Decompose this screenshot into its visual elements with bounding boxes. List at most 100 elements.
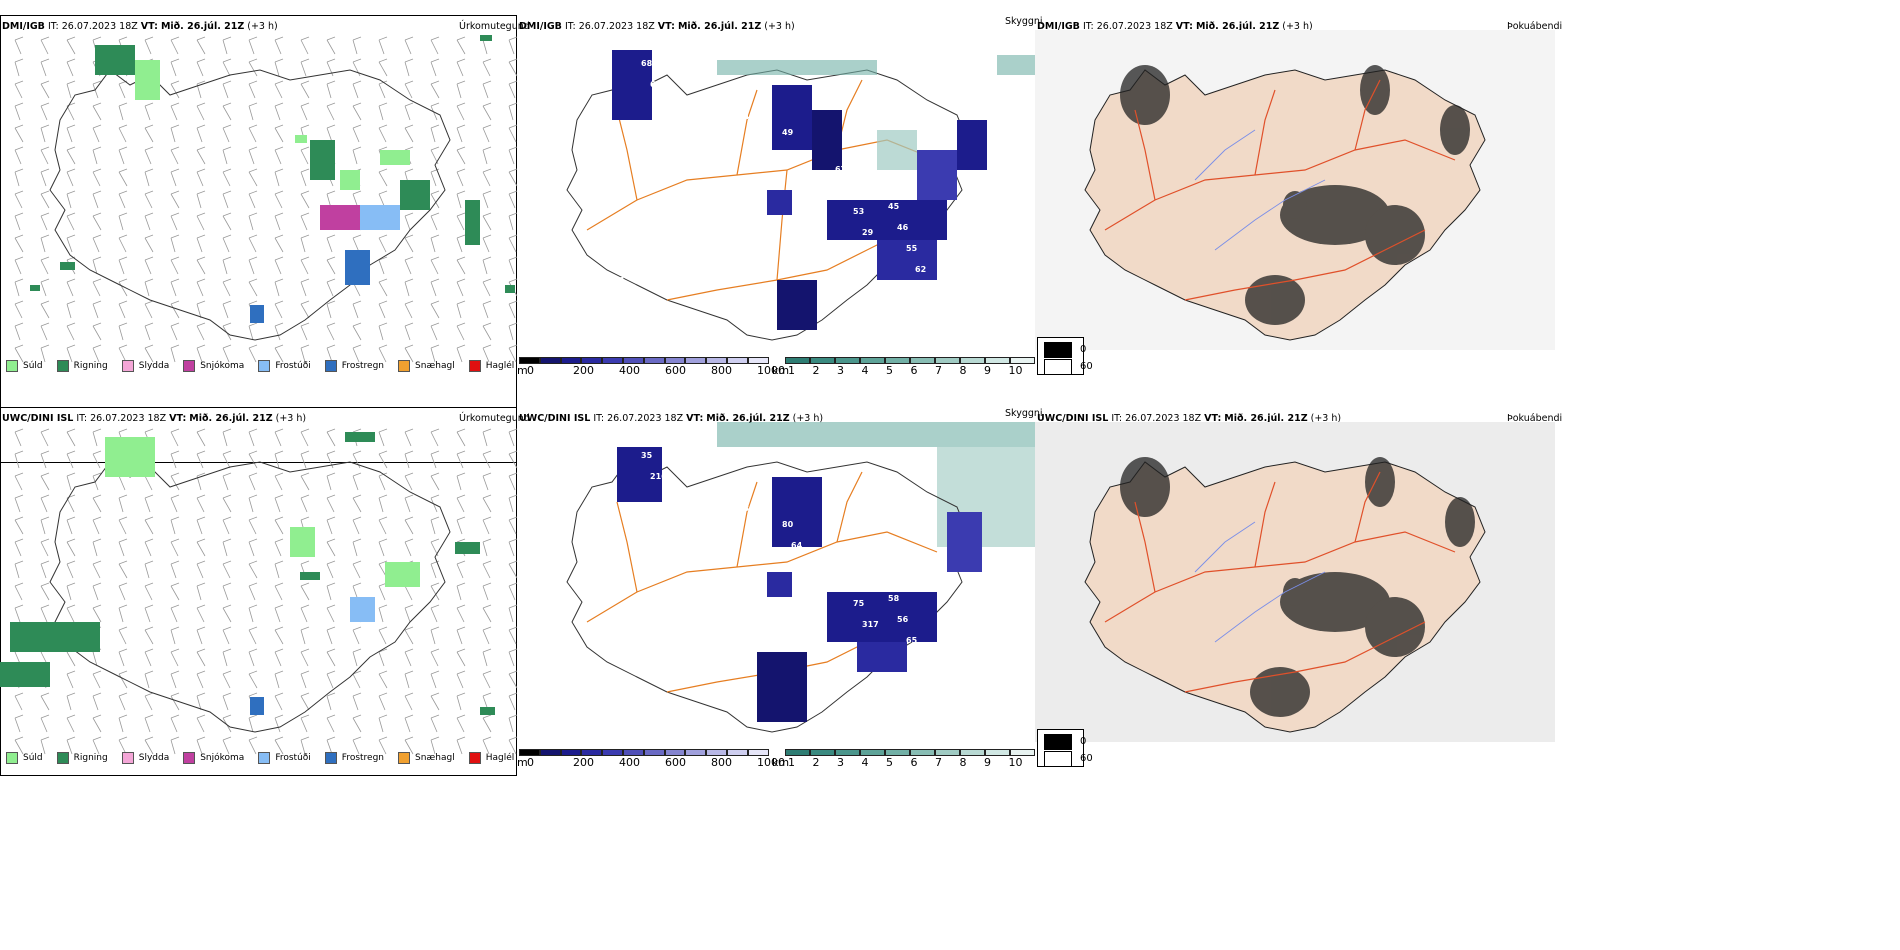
wind-barb [14,714,24,733]
wind-barb [170,516,180,535]
wind-barb [430,58,440,77]
wind-barb [14,494,24,513]
colorbar-segment [643,749,665,756]
legend-swatch [468,360,481,372]
colorbar-tick: 400 [619,364,640,377]
wind-barb [40,322,50,341]
valid-time: Mið. 26.júl. 21Z [706,413,790,424]
wind-barb [274,428,284,447]
wind-barb [482,560,492,579]
wind-barb [274,516,284,535]
wind-barb [222,256,232,275]
wind-barb [352,450,362,469]
precip-map [14,35,518,363]
wind-barb [92,736,102,755]
wind-barb [300,234,310,253]
wind-barb [248,190,258,209]
wind-barb [144,168,154,187]
wind-barb [40,190,50,209]
wind-barb [248,450,258,469]
wind-barb [196,344,206,363]
cloud-height-label: 35 [641,451,653,460]
wind-barb [274,494,284,513]
wind-barb [508,80,518,99]
cloud-map: 78 66 41 58 45 29 62 69 68 33 73 59 53 55 69 85 93 74 82 72… [566,43,1037,341]
cloud-height-label: 59 [747,525,759,534]
wind-barb [40,560,50,579]
wind-barb [430,428,440,447]
wind-barb [40,146,50,165]
wind-barb [274,626,284,645]
wind-barb [66,36,76,55]
wind-barb [196,472,206,491]
legend-label: Súld [23,753,43,763]
fog-legend-low: 0 [1080,736,1087,747]
wind-barb [170,300,180,319]
legend-swatch [121,360,134,372]
wind-barb [92,604,102,623]
wind-barb [378,494,388,513]
wind-barb [300,190,310,209]
wind-barb [118,648,128,667]
cloud-height-label: 58 [623,297,635,306]
cloud-height-label: 56 [897,615,909,624]
wind-barb [404,212,414,231]
wind-barb [326,450,336,469]
wind-barb [14,538,24,557]
wind-barb [118,146,128,165]
wind-barb [482,58,492,77]
wind-barb [274,736,284,755]
colorbar-tick: 6 [910,364,918,377]
wind-barb [222,102,232,121]
wind-barb [196,278,206,297]
fog-dark-areas [1120,65,1470,325]
wind-barb [14,58,24,77]
cloud-height-label: 193 [597,435,614,444]
panel-title: Skyggni [1005,408,1043,419]
wind-barb [40,212,50,231]
panel-title: Þokuábendi [1507,21,1563,32]
precip-map [0,428,518,755]
wind-barb [66,736,76,755]
wind-barb [66,322,76,341]
wind-barb [300,604,310,623]
wind-barb [118,516,128,535]
colorbar-segment [519,749,540,756]
cloud-height-label: 93 [685,75,696,84]
legend-swatch [398,360,411,372]
wind-barb [508,36,518,55]
wind-barb [482,256,492,275]
wind-barb [378,736,388,755]
legend-swatch [56,752,69,764]
wind-barb [118,278,128,297]
wind-barb [196,604,206,623]
wind-barb [352,714,362,733]
wind-barb [144,190,154,209]
wind-barb [378,648,388,667]
wind-barbs [14,36,518,363]
precip-areas [30,35,515,323]
colorbar-tick: 10 [1008,756,1023,769]
cloud-height-label: 174 [915,657,932,666]
wind-barb [326,102,336,121]
wind-barb [196,234,206,253]
forecast-offset: (+3 h) [247,21,278,32]
wind-barb [378,604,388,623]
wind-barb [508,692,518,711]
wind-barb [326,494,336,513]
wind-barb [456,234,466,253]
wind-barb [222,146,232,165]
wind-barb [40,36,50,55]
wind-barb [40,428,50,447]
colorbar-unit: km [772,756,790,769]
wind-barb [456,714,466,733]
colorbar-tick: 6 [910,756,918,769]
colorbar-segment [785,749,810,756]
wind-barb [274,256,284,275]
wind-barb [404,648,414,667]
wind-barb [482,344,492,363]
cloud-height-label: 64 [950,260,962,269]
cloud-height-label: 41 [703,117,715,126]
colorbar-tick: 800 [711,364,732,377]
wind-barb [144,670,154,689]
